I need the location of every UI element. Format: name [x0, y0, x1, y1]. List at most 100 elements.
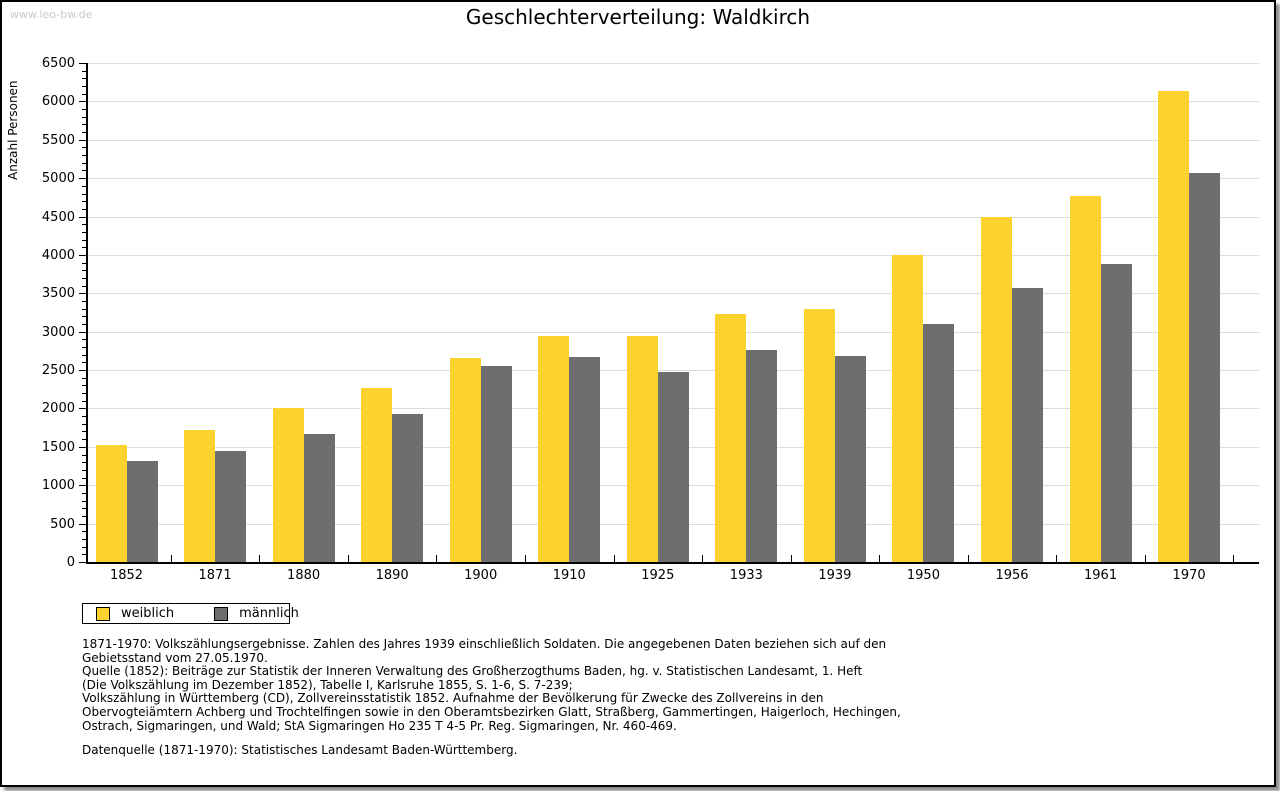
x-tick-0: [170, 555, 172, 562]
x-axis-label-1950: 1950: [906, 568, 940, 583]
bar-weiblich-1910: [538, 336, 570, 562]
y-minor-tick-2600: [82, 362, 86, 364]
y-major-tick-2500: [79, 370, 86, 372]
y-major-tick-5500: [79, 139, 86, 141]
y-minor-tick-3800: [82, 270, 86, 272]
bar-männlich-1970: [1189, 172, 1221, 562]
y-minor-tick-1800: [82, 423, 86, 425]
gridline-3000: [88, 331, 1259, 333]
y-minor-tick-5100: [82, 170, 86, 172]
x-axis-label-1925: 1925: [641, 568, 675, 583]
y-minor-tick-2700: [82, 354, 86, 356]
y-minor-tick-3100: [82, 324, 86, 325]
y-minor-tick-100: [82, 554, 86, 556]
bar-männlich-1933: [746, 350, 778, 562]
bar-weiblich-1956: [981, 216, 1012, 562]
y-minor-tick-3900: [82, 262, 86, 264]
y-minor-tick-1200: [82, 469, 86, 471]
y-axis-label-5500: 5500: [41, 132, 75, 148]
bar-weiblich-1925: [626, 335, 658, 562]
gridline-5500: [88, 139, 1259, 141]
y-minor-tick-600: [82, 515, 86, 517]
x-axis-label-1939: 1939: [818, 568, 852, 583]
footnote-line: (Die Volkszählung im Dezember 1852), Tab…: [82, 677, 573, 692]
y-major-tick-4500: [79, 216, 86, 218]
y-major-tick-3500: [79, 293, 86, 295]
gridline-4500: [88, 216, 1259, 218]
y-axis-label-4500: 4500: [41, 209, 75, 225]
y-major-tick-2000: [79, 408, 86, 410]
y-minor-tick-6400: [82, 70, 86, 72]
y-minor-tick-5800: [82, 116, 86, 118]
gridline-3500: [88, 293, 1259, 295]
bar-männlich-1956: [1012, 287, 1043, 562]
bar-männlich-1961: [1100, 264, 1132, 562]
y-minor-tick-4800: [82, 193, 86, 195]
bar-weiblich-1961: [1069, 195, 1101, 562]
y-minor-tick-2400: [82, 377, 86, 379]
y-minor-tick-200: [82, 546, 86, 548]
x-axis-label-1961: 1961: [1084, 568, 1118, 583]
y-axis-label-6000: 6000: [41, 94, 75, 110]
gridline-4000: [88, 254, 1259, 256]
x-tick-8: [879, 555, 881, 562]
bar-weiblich-1900: [449, 357, 481, 562]
y-minor-tick-4700: [82, 201, 86, 203]
bar-weiblich-1880: [272, 407, 304, 562]
y-minor-tick-5400: [82, 147, 86, 149]
x-tick-9: [967, 555, 969, 562]
y-major-tick-3000: [79, 331, 86, 333]
y-minor-tick-5200: [82, 162, 86, 164]
y-major-tick-1000: [79, 485, 86, 487]
footnote-line: Gebietsstand vom 27.05.1970.: [82, 650, 268, 665]
x-axis-label-1880: 1880: [287, 568, 321, 583]
y-minor-tick-1100: [82, 477, 86, 479]
y-minor-tick-3200: [82, 316, 86, 318]
y-minor-tick-6100: [82, 93, 86, 95]
gridline-6000: [88, 101, 1259, 103]
page-title: Geschlechterverteilung: Waldkirch: [465, 5, 811, 29]
bar-männlich-1950: [923, 324, 955, 562]
x-axis-label-1900: 1900: [464, 568, 498, 583]
bar-weiblich-1970: [1158, 91, 1190, 562]
y-axis-label-1000: 1000: [41, 478, 75, 494]
x-axis-label-1890: 1890: [375, 568, 409, 583]
y-minor-tick-1900: [82, 416, 86, 418]
y-minor-tick-5300: [82, 155, 86, 157]
x-tick-12: [1233, 555, 1235, 562]
gridline-5000: [88, 178, 1259, 180]
bar-weiblich-1890: [361, 387, 393, 562]
x-tick-11: [1144, 555, 1146, 562]
footnote-line: 1871-1970: Volkszählungsergebnisse. Zahl…: [82, 637, 887, 651]
bar-männlich-1871: [215, 451, 247, 562]
x-tick-1: [259, 555, 261, 562]
y-minor-tick-1600: [82, 439, 86, 441]
y-minor-tick-3600: [82, 285, 86, 287]
footnote-line: Quelle (1852): Beiträge zur Statistik de…: [82, 664, 863, 679]
x-tick-5: [613, 555, 615, 562]
y-major-tick-1500: [79, 446, 86, 448]
y-major-tick-500: [79, 523, 86, 525]
y-minor-tick-5700: [82, 124, 86, 126]
footnote-line: Obervogteiämtern Achberg und Trochtelfin…: [82, 704, 901, 719]
y-minor-tick-5900: [82, 109, 86, 111]
y-major-tick-0: [79, 562, 86, 563]
x-axis-label-1933: 1933: [729, 568, 763, 583]
y-minor-tick-900: [82, 492, 86, 494]
y-minor-tick-4600: [82, 208, 86, 210]
x-tick-10: [1056, 555, 1058, 562]
y-minor-tick-4900: [82, 185, 86, 187]
bar-weiblich-1950: [892, 254, 924, 562]
y-axis-label-1500: 1500: [41, 439, 75, 455]
y-minor-tick-2800: [82, 347, 86, 349]
y-major-tick-6500: [79, 63, 86, 64]
footnote-line: Ostrach, Sigmaringen, und Wald; StA Sigm…: [82, 718, 677, 733]
y-minor-tick-5600: [82, 132, 86, 134]
bar-männlich-1880: [303, 433, 335, 562]
y-minor-tick-1300: [82, 462, 86, 464]
x-tick-3: [436, 555, 438, 562]
legend-swatch-weiblich: [96, 606, 110, 621]
y-minor-tick-6300: [82, 78, 86, 80]
x-axis-label-1956: 1956: [995, 568, 1029, 583]
y-minor-tick-2300: [82, 385, 86, 387]
